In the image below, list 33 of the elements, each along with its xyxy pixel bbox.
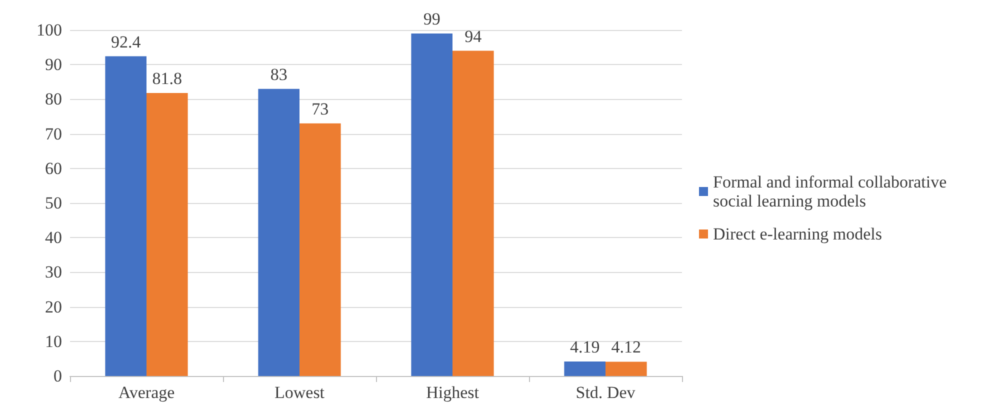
- bar: [411, 33, 452, 376]
- y-tick-label: 0: [54, 366, 62, 386]
- data-label: 92.4: [110, 32, 142, 52]
- bar: [564, 362, 606, 376]
- legend-label: Formal and informal collaborative social learning models: [713, 172, 951, 210]
- y-tick-label: 40: [45, 228, 62, 248]
- y-tick-label: 10: [45, 332, 62, 351]
- legend-label: Direct e-learning models: [713, 224, 882, 244]
- data-label: 83: [270, 64, 288, 84]
- y-tick-label: 100: [36, 20, 62, 40]
- x-tick-label: Std. Dev: [576, 383, 636, 402]
- data-label: 94: [464, 26, 482, 46]
- bar: [146, 92, 188, 376]
- y-tick-label: 20: [45, 297, 62, 316]
- data-label: 81.8: [152, 68, 182, 88]
- bar: [300, 123, 341, 376]
- data-label: 4.12: [611, 338, 642, 357]
- y-tick-label: 80: [45, 90, 62, 109]
- data-label: 99: [423, 9, 440, 28]
- data-label: 73: [312, 99, 329, 118]
- x-tick-label: Lowest: [274, 383, 325, 402]
- y-tick-label: 50: [45, 194, 62, 212]
- bar: [606, 362, 647, 376]
- x-tick-label: Highest: [426, 383, 480, 402]
- bar: [452, 50, 494, 376]
- y-tick-label: 90: [45, 55, 62, 74]
- x-tick-label: Average: [118, 383, 175, 402]
- y-tick-label: 30: [45, 262, 62, 282]
- y-tick-label: 70: [45, 124, 62, 144]
- y-tick-label: 60: [45, 158, 62, 178]
- data-label: 4.19: [570, 338, 600, 357]
- bar: [258, 88, 300, 376]
- bar: [105, 56, 146, 376]
